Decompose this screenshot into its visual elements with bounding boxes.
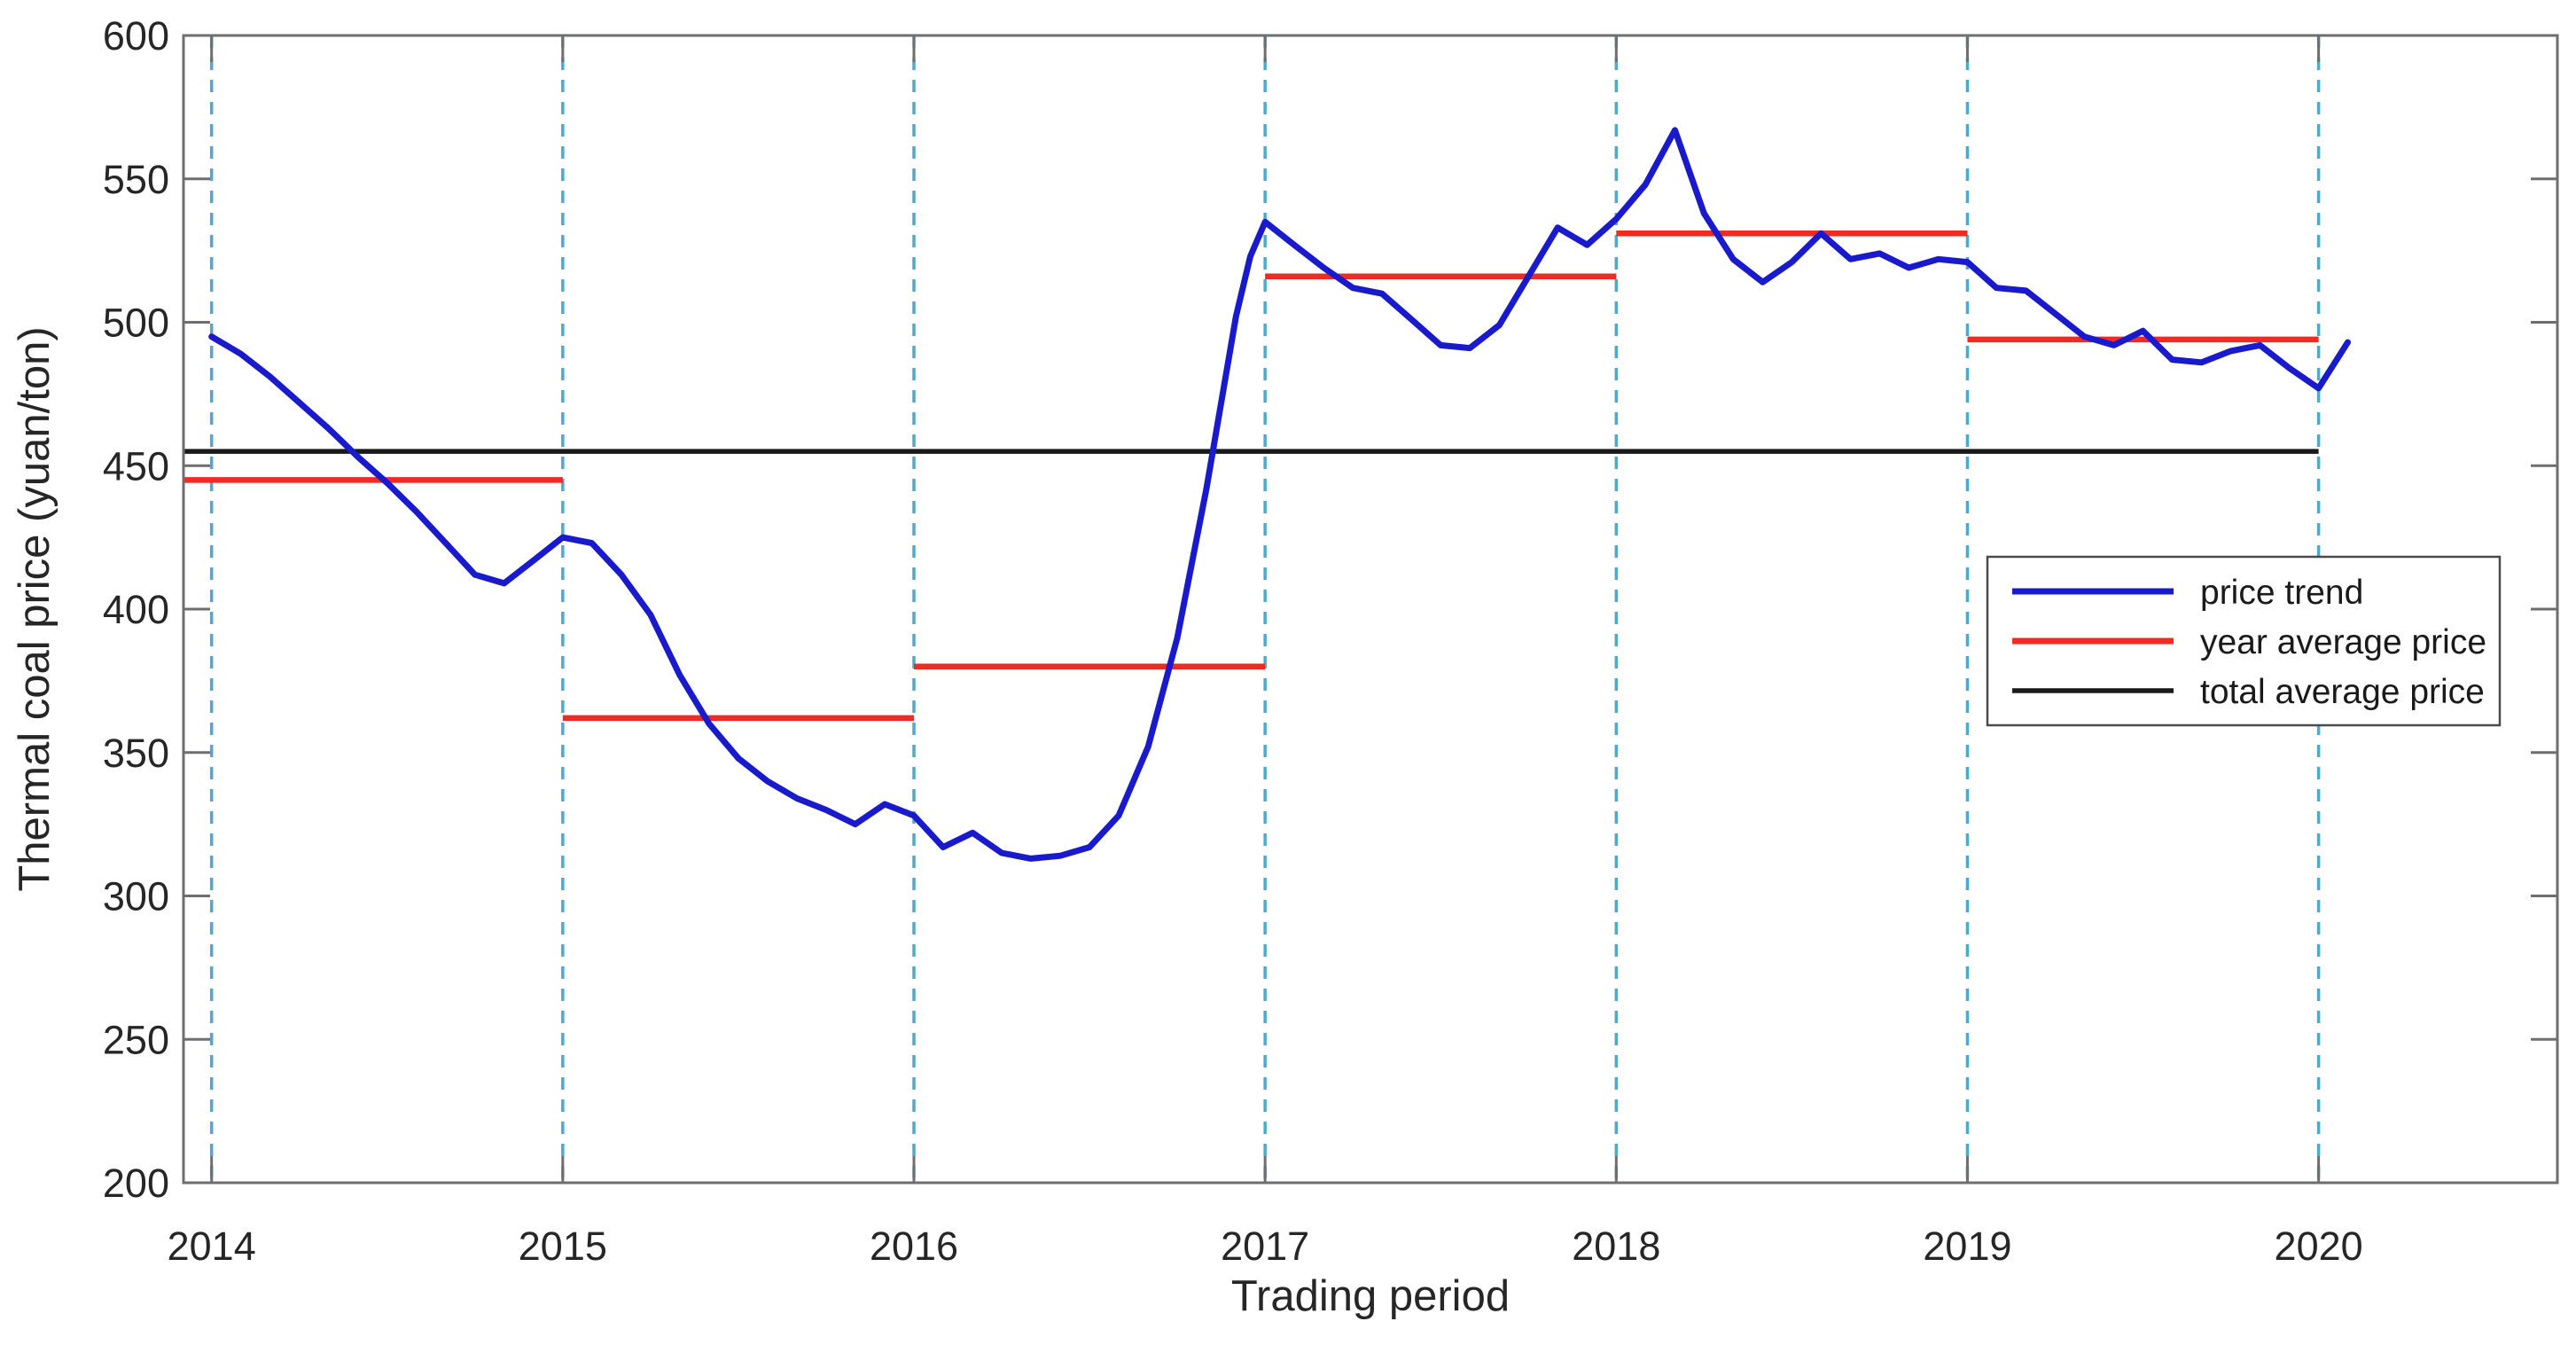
x-tick-label: 2016: [870, 1224, 958, 1269]
x-tick-label: 2018: [1572, 1224, 1660, 1269]
series-layer: [183, 127, 2351, 862]
legend-price-trend-label: price trend: [2200, 574, 2363, 612]
year-gridlines: [209, 35, 2321, 1183]
x-tick-labels: 2014 2015 2016 2017 2018 2019 2020: [168, 1224, 2363, 1269]
legend-total-average-label: total average price: [2200, 673, 2485, 711]
y-tick-label: 450: [103, 443, 169, 489]
y-tick-label: 300: [103, 874, 169, 919]
axis-ticks: [183, 34, 2557, 1185]
y-axis-title: Thermal coal price (yuan/ton): [11, 326, 59, 891]
legend-year-average-label: year average price: [2200, 623, 2486, 661]
x-tick-label: 2019: [1923, 1224, 2011, 1269]
x-tick-label: 2014: [168, 1224, 256, 1269]
y-tick-labels: 200 250 300 350 400 450 500 550 600: [103, 13, 169, 1206]
legend-box: [1986, 555, 2502, 727]
price-trend-line: [208, 127, 2351, 862]
x-axis-title: Trading period: [1231, 1272, 1510, 1320]
x-tick-label: 2017: [1221, 1224, 1309, 1269]
y-tick-label: 500: [103, 301, 169, 346]
legend: price trend year average price total ave…: [1986, 555, 2502, 727]
price-trend-series: [208, 127, 2351, 862]
y-tick-label: 400: [103, 587, 169, 632]
year-average-price-series: [183, 230, 2319, 722]
y-tick-label: 250: [103, 1017, 169, 1062]
y-tick-label: 200: [103, 1161, 169, 1206]
x-tick-label: 2015: [519, 1224, 607, 1269]
y-tick-label: 550: [103, 157, 169, 202]
y-tick-label: 350: [103, 731, 169, 776]
y-tick-label: 600: [103, 13, 169, 59]
x-tick-label: 2020: [2275, 1224, 2363, 1269]
